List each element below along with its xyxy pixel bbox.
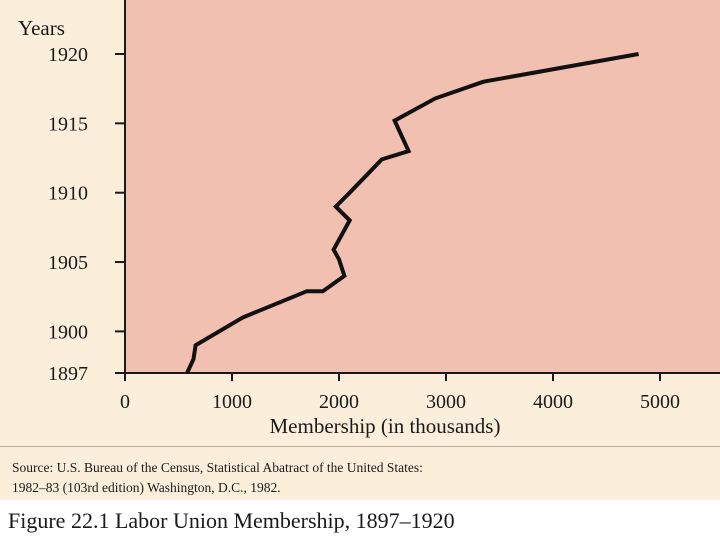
x-tick-label: 1000 [212, 391, 252, 413]
source-line-1: Source: U.S. Bureau of the Census, Stati… [12, 460, 423, 475]
series-line-group [185, 52, 639, 374]
x-tick-label: 3000 [426, 391, 466, 413]
y-tick-label: 1900 [48, 321, 88, 343]
y-tick-label: 1910 [48, 183, 88, 205]
tick-labels: 1897 1900 1905 1910 1915 1920 0 1000 2000 3000 400… [48, 44, 680, 413]
y-tick-label: 1915 [48, 113, 88, 135]
chart: 1897 1900 1905 1910 1915 1920 0 1000 2000 3000 400… [18, 0, 720, 438]
y-tick-label: 1905 [48, 252, 88, 274]
x-tick-label: 2000 [319, 391, 359, 413]
x-tick-label: 5000 [640, 391, 680, 413]
membership-line [185, 52, 639, 374]
divider [0, 446, 720, 447]
source-line-2: 1982–83 (103rd edition) Washington, D.C.… [12, 480, 281, 495]
axes [115, 0, 720, 381]
figure-caption: Figure 22.1 Labor Union Membership, 1897… [8, 508, 455, 533]
y-tick-label: 1920 [48, 44, 88, 66]
source-note: Source: U.S. Bureau of the Census, Stati… [12, 458, 692, 498]
y-axis-title: Years [18, 16, 65, 40]
x-tick-label: 4000 [533, 391, 573, 413]
x-tick-label: 0 [120, 391, 130, 413]
x-axis-title: Membership (in thousands) [270, 414, 501, 438]
plot-area [125, 0, 720, 373]
figure-panel: 1897 1900 1905 1910 1915 1920 0 1000 2000 3000 400… [0, 0, 720, 500]
y-tick-label: 1897 [48, 363, 88, 385]
